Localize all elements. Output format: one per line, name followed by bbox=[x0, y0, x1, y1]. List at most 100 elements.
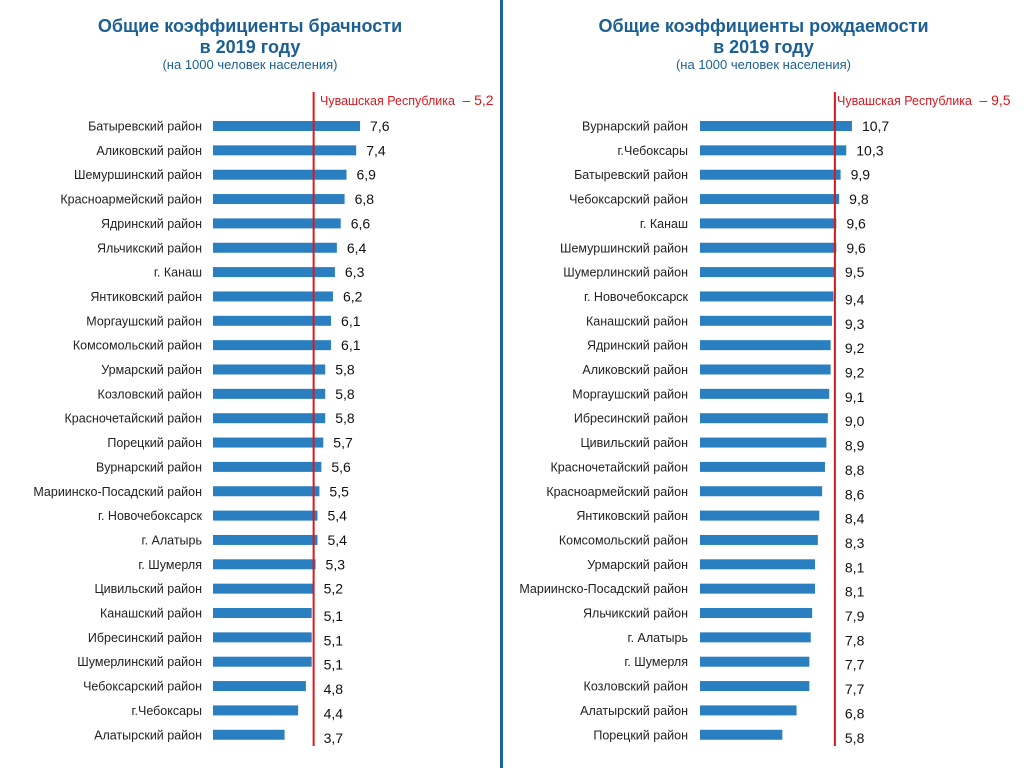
value-label: 5,1 bbox=[324, 657, 344, 673]
category-label: Красноармейский район bbox=[546, 485, 688, 499]
value-label: 7,7 bbox=[845, 657, 865, 673]
bar bbox=[700, 510, 820, 521]
birth-bar-chart: Вурнарский район 10,7 г.Чебоксары 10,3 Батыр… bbox=[519, 92, 889, 746]
chart-title-year: в 2019 году bbox=[199, 37, 301, 57]
value-label: 9,2 bbox=[845, 340, 865, 356]
value-label: 8,1 bbox=[845, 559, 865, 575]
category-label: Яльчикский район bbox=[97, 241, 202, 255]
reference-legend: Чувашская Республика – 5,2 bbox=[320, 92, 494, 108]
value-label: 6,2 bbox=[343, 288, 363, 304]
value-label: 9,3 bbox=[845, 316, 865, 332]
bar bbox=[700, 242, 837, 253]
category-label: Комсомольский район bbox=[559, 533, 688, 547]
bar bbox=[213, 194, 345, 205]
category-label: Урмарский район bbox=[587, 558, 688, 572]
category-label: Комсомольский район bbox=[73, 339, 202, 353]
value-label: 6,1 bbox=[341, 313, 361, 329]
reference-value: – 9,5 bbox=[979, 92, 1011, 108]
value-label: 9,1 bbox=[845, 389, 865, 405]
bar bbox=[213, 583, 314, 594]
category-label: г. Канаш bbox=[154, 266, 202, 280]
category-label: Моргаушский район bbox=[86, 314, 202, 328]
category-label: Янтиковский район bbox=[90, 290, 202, 304]
category-label: Цивильский район bbox=[94, 582, 202, 596]
chart-title: Общие коэффициенты рождаемости bbox=[598, 16, 929, 36]
bar bbox=[700, 121, 852, 131]
value-label: 9,6 bbox=[846, 240, 866, 256]
bar bbox=[700, 705, 797, 716]
bar bbox=[700, 608, 813, 618]
category-label: г. Шумерля bbox=[138, 558, 202, 572]
bar bbox=[700, 267, 835, 278]
value-label: 7,8 bbox=[845, 632, 865, 648]
reference-label: Чувашская Республика bbox=[837, 94, 972, 108]
value-label: 4,4 bbox=[324, 705, 344, 721]
value-label: 8,1 bbox=[845, 584, 865, 600]
panel-divider bbox=[500, 0, 503, 768]
bar bbox=[213, 169, 347, 180]
value-label: 5,1 bbox=[324, 608, 344, 624]
value-label: 6,4 bbox=[347, 240, 367, 256]
category-label: Батыревский район bbox=[574, 168, 688, 182]
value-label: 9,6 bbox=[846, 215, 866, 231]
bar bbox=[213, 340, 332, 351]
value-label: 9,8 bbox=[849, 191, 869, 207]
bar bbox=[213, 291, 333, 302]
value-label: 9,9 bbox=[851, 167, 871, 183]
category-label: Вурнарский район bbox=[582, 120, 688, 134]
bar bbox=[700, 291, 834, 302]
value-label: 5,7 bbox=[333, 435, 353, 451]
category-label: Шумерлинский район bbox=[563, 266, 688, 280]
bar bbox=[213, 218, 341, 229]
bar bbox=[213, 388, 326, 399]
category-label: Канашский район bbox=[586, 314, 688, 328]
category-label: Батыревский район bbox=[88, 120, 202, 134]
bar bbox=[700, 461, 825, 472]
bar bbox=[700, 218, 837, 229]
category-label: Козловский район bbox=[584, 680, 689, 694]
category-label: Порецкий район bbox=[593, 728, 688, 742]
value-label: 8,8 bbox=[845, 462, 865, 478]
value-label: 7,4 bbox=[366, 142, 386, 158]
category-label: Алатырский район bbox=[580, 704, 688, 718]
bar bbox=[700, 583, 816, 594]
chart-subtitle: (на 1000 человек населения) bbox=[675, 57, 852, 72]
category-label: Канашский район bbox=[100, 607, 202, 621]
value-label: 8,6 bbox=[845, 486, 865, 502]
value-label: 9,5 bbox=[845, 264, 865, 280]
category-label: Порецкий район bbox=[107, 436, 202, 450]
category-label: г.Чебоксары bbox=[617, 144, 688, 158]
category-label: г. Канаш bbox=[640, 217, 688, 231]
category-label: Шемуршинский район bbox=[560, 241, 688, 255]
chart-title-year: в 2019 году bbox=[713, 37, 814, 57]
category-label: Вурнарский район bbox=[96, 460, 202, 474]
bar bbox=[700, 169, 841, 180]
value-label: 3,7 bbox=[324, 730, 344, 746]
category-label: г. Алатырь bbox=[142, 533, 202, 547]
category-label: г. Новочебоксарск bbox=[98, 509, 203, 523]
category-label: г. Шумерля bbox=[624, 655, 688, 669]
category-label: Янтиковский район bbox=[576, 509, 688, 523]
bar bbox=[213, 486, 320, 497]
value-label: 5,1 bbox=[324, 632, 344, 648]
category-label: Шемуршинский район bbox=[74, 168, 202, 182]
bar bbox=[700, 437, 827, 448]
bar bbox=[700, 486, 823, 497]
category-label: Ибресинский район bbox=[574, 412, 688, 426]
value-label: 7,6 bbox=[370, 118, 390, 134]
bar bbox=[700, 194, 840, 205]
category-label: Чебоксарский район bbox=[83, 680, 202, 694]
category-label: Урмарский район bbox=[101, 363, 202, 377]
bar bbox=[700, 729, 783, 740]
category-label: Козловский район bbox=[98, 387, 203, 401]
category-label: Красноармейский район bbox=[60, 193, 202, 207]
bar bbox=[213, 534, 318, 545]
bar bbox=[700, 632, 811, 643]
bar bbox=[213, 608, 312, 618]
bar bbox=[213, 559, 316, 570]
category-label: Аликовский район bbox=[96, 144, 202, 158]
category-label: Алатырский район bbox=[94, 728, 202, 742]
value-label: 5,8 bbox=[335, 362, 355, 378]
marriage-chart-panel: Общие коэффициенты брачности в 2019 году… bbox=[0, 0, 500, 768]
value-label: 5,5 bbox=[329, 483, 349, 499]
